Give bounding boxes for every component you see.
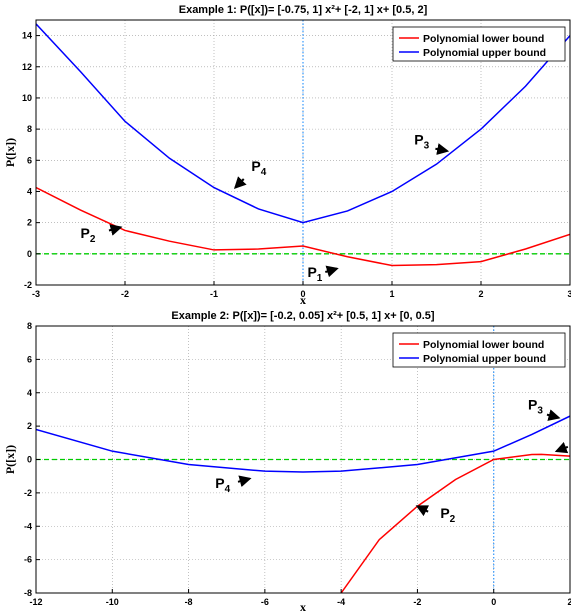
legend-box <box>392 332 566 368</box>
x-tick-label: -4 <box>337 597 345 607</box>
x-tick-label: -1 <box>210 289 218 299</box>
x-tick-label: 0 <box>491 597 496 607</box>
x-tick-label: 2 <box>567 597 571 607</box>
legend-entry-label: Polynomial lower bound <box>423 339 544 351</box>
legend-entry-label: Polynomial lower bound <box>423 33 544 45</box>
x-axis-label: x <box>300 600 306 614</box>
y-tick-label: 14 <box>22 31 32 41</box>
x-axis-label: x <box>300 293 306 307</box>
annotation-arrow <box>415 505 430 517</box>
annotation-arrow <box>325 265 339 278</box>
y-tick-label: -4 <box>24 521 32 531</box>
y-tick-label: 0 <box>27 249 32 259</box>
y-tick-label: 8 <box>27 124 32 134</box>
chart-example-2: -12 -10 -8 -6 -4 -2 0 2 -8 -6 -4 -2 0 2 4 6 8 Example 2: … <box>3 310 571 614</box>
y-tick-label: -8 <box>24 588 32 598</box>
x-tick-label: -3 <box>32 289 40 299</box>
y-axis-label: P([x]) <box>3 138 17 167</box>
y-tick-label: 10 <box>22 93 32 103</box>
legend-entry-label: Polynomial upper bound <box>423 47 546 59</box>
y-tick-label: 6 <box>27 354 32 364</box>
legend: Polynomial lower bound Polynomial upper b… <box>392 26 566 62</box>
y-tick-label: 4 <box>27 186 32 196</box>
chart-title: Example 2: P([x])= [-0.2, 0.05] x²+ [0.5… <box>171 310 435 322</box>
annotation-arrow <box>546 409 561 421</box>
x-tick-label: 1 <box>389 289 394 299</box>
y-axis-label: P([x]) <box>3 445 17 474</box>
y-tick-label: -2 <box>24 488 32 498</box>
x-tick-label: -2 <box>121 289 129 299</box>
annotation-arrow <box>233 176 247 190</box>
annotation-arrow <box>435 143 450 155</box>
x-tick-label: -10 <box>106 597 119 607</box>
x-tick-label: -12 <box>29 597 42 607</box>
chart-title: Example 1: P([x])= [-0.75, 1] x²+ [-2, 1… <box>179 4 428 16</box>
x-tick-label: 3 <box>567 289 571 299</box>
y-tick-label: 12 <box>22 62 32 72</box>
annotation-arrow <box>108 224 123 236</box>
x-tick-label: -2 <box>413 597 421 607</box>
y-tick-label: 6 <box>27 155 32 165</box>
x-tick-label: 0 <box>300 289 305 299</box>
legend: Polynomial lower bound Polynomial upper b… <box>392 332 566 368</box>
series-line-upper-bound <box>36 23 570 224</box>
y-tick-label: -2 <box>24 280 32 290</box>
y-tick-label: -6 <box>24 555 32 565</box>
y-tick-label: 4 <box>27 388 32 398</box>
series-line-lower-bound <box>340 453 570 593</box>
y-tick-label: 0 <box>27 455 32 465</box>
y-tick-label: 2 <box>27 421 32 431</box>
annotation-arrow <box>237 475 252 488</box>
x-tick-label: -6 <box>261 597 269 607</box>
x-tick-label: 2 <box>478 289 483 299</box>
x-tick-label: -8 <box>185 597 193 607</box>
legend-entry-label: Polynomial upper bound <box>423 353 546 365</box>
series-line-lower-bound <box>36 186 570 267</box>
series-line-upper-bound <box>36 415 570 473</box>
y-tick-label: 2 <box>27 218 32 228</box>
legend-box <box>392 26 566 62</box>
y-tick-label: 8 <box>27 321 32 331</box>
annotation-arrow <box>554 441 569 454</box>
